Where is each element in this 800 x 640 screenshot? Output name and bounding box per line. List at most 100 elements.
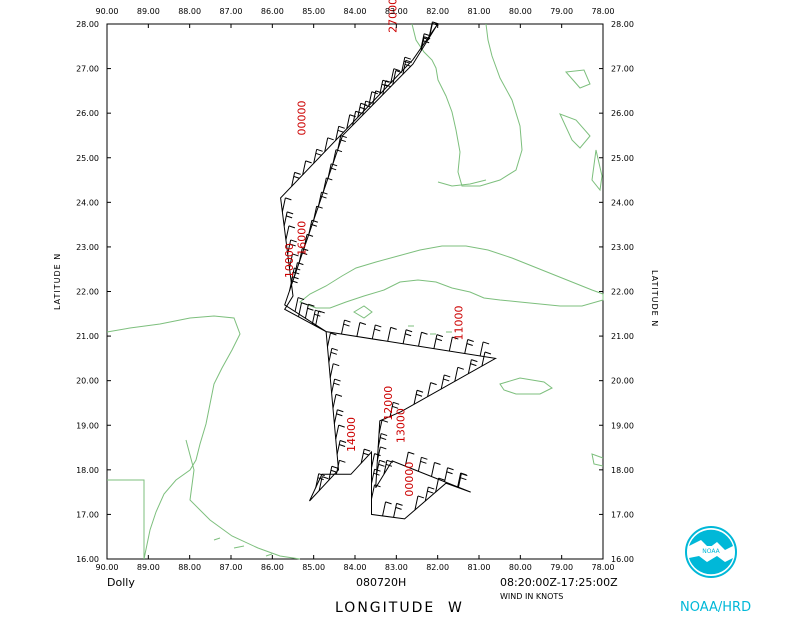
wind-barb xyxy=(372,90,382,105)
longitude-tick-label: 80.00 xyxy=(509,563,532,572)
latitude-tick-label: 20.00 xyxy=(76,377,99,386)
hispaniola-coastline xyxy=(591,453,604,467)
wind-barb xyxy=(285,225,296,241)
longitude-tick-label: 86.00 xyxy=(261,7,284,16)
florida-coastline xyxy=(411,23,523,187)
wind-barb xyxy=(298,302,308,317)
wind-barb xyxy=(420,36,431,51)
wind-barb xyxy=(313,205,323,221)
latitude-tick-label: 20.00 xyxy=(611,377,634,386)
wind-barb xyxy=(368,91,378,106)
bahamas-coastline xyxy=(564,69,591,89)
wind-barb xyxy=(383,459,394,475)
wind-barb xyxy=(382,501,392,517)
flight-track-line xyxy=(280,23,497,520)
wind-barb xyxy=(337,135,347,150)
wind-barb xyxy=(457,473,468,488)
time-range: 08:20:00Z-17:25:00Z xyxy=(500,576,618,589)
wind-barb xyxy=(376,459,386,475)
isle-of-youth-coastline xyxy=(353,305,373,319)
wind-barb xyxy=(424,486,435,502)
wind-barb xyxy=(308,219,319,235)
coastline-layer xyxy=(106,23,604,560)
altitude-label: 13000 xyxy=(395,408,408,443)
x-axis-title: LONGITUDE xyxy=(335,600,435,616)
longitude-tick-label: 82.00 xyxy=(426,7,449,16)
latitude-tick-label: 17.00 xyxy=(76,510,99,519)
latitude-tick-label: 23.00 xyxy=(76,243,99,252)
wind-barb xyxy=(402,329,413,344)
longitude-tick-label: 87.00 xyxy=(220,563,243,572)
latitude-tick-label: 28.00 xyxy=(611,20,634,29)
wind-barb xyxy=(360,448,371,464)
latitude-tick-label: 24.00 xyxy=(611,198,634,207)
right-latitude-ticks: 16.00 17.00 18.00 19.00 20.00 21.00 22.00 23.00… xyxy=(599,20,634,564)
flight-track-layer xyxy=(280,21,497,520)
wind-barb xyxy=(371,453,381,468)
wind-barb xyxy=(322,177,333,193)
wind-barb xyxy=(377,433,388,448)
wind-barb xyxy=(404,451,415,467)
latitude-tick-label: 16.00 xyxy=(76,555,99,564)
wind-barb xyxy=(389,401,400,417)
wind-barb xyxy=(328,465,338,481)
latitude-tick-label: 18.00 xyxy=(611,466,634,475)
wind-barb xyxy=(304,303,315,319)
longitude-tick-label: 81.00 xyxy=(468,563,491,572)
wind-barb xyxy=(315,310,325,326)
longitude-tick-label: 89.00 xyxy=(137,7,160,16)
honduras-islands xyxy=(213,537,273,557)
wind-barb xyxy=(328,347,338,363)
wind-barb xyxy=(303,233,314,249)
altitude-label: 10000 xyxy=(283,243,296,278)
wind-barb xyxy=(390,68,400,83)
bottom-longitude-ticks: 90.00 89.00 88.00 87.00 86.00 85.00 84.00 83.00… xyxy=(96,555,614,572)
latitude-tick-label: 28.00 xyxy=(76,20,99,29)
bahamas-coastline-3 xyxy=(591,149,603,192)
wind-barb xyxy=(393,502,403,518)
longitude-tick-label: 85.00 xyxy=(302,563,325,572)
latitude-tick-label: 25.00 xyxy=(611,154,634,163)
wind-barb xyxy=(289,276,299,291)
wind-barb xyxy=(479,341,490,357)
longitude-tick-label: 79.00 xyxy=(550,563,573,572)
longitude-tick-label: 84.00 xyxy=(344,563,367,572)
yucatan-coastline xyxy=(106,315,241,560)
wind-barb xyxy=(313,148,323,164)
wind-barb xyxy=(324,137,334,152)
latitude-tick-label: 19.00 xyxy=(76,421,99,430)
wind-barb xyxy=(281,197,292,212)
altitude-label: 27000 xyxy=(386,0,399,33)
latitude-tick-label: 16.00 xyxy=(611,555,634,564)
wind-barb xyxy=(335,125,345,141)
wind-barb xyxy=(448,336,459,352)
latitude-tick-label: 21.00 xyxy=(611,332,634,341)
latitude-tick-label: 24.00 xyxy=(76,198,99,207)
longitude-tick-label: 82.00 xyxy=(426,563,449,572)
wind-barb xyxy=(371,484,381,499)
x-axis-title-suffix: W xyxy=(448,600,464,616)
belize-border xyxy=(107,479,145,559)
y-axis-title-left: LATITUDE N xyxy=(53,253,62,310)
wind-barb xyxy=(287,239,297,255)
wind-barb xyxy=(327,163,338,178)
wind-barb xyxy=(433,334,444,349)
cuba-coastline xyxy=(299,245,604,309)
latitude-tick-label: 21.00 xyxy=(76,332,99,341)
wind-barb xyxy=(336,440,347,455)
wind-barb xyxy=(454,366,464,382)
bahamas-coastline-2 xyxy=(559,113,591,149)
wind-barb xyxy=(283,211,294,227)
altitude-label: 12000 xyxy=(382,386,395,421)
wind-barb xyxy=(371,324,382,340)
florida-keys-coastline xyxy=(437,179,487,187)
latitude-tick-label: 27.00 xyxy=(611,65,634,74)
wind-barb xyxy=(430,462,441,477)
top-longitude-ticks: 90.00 89.00 88.00 87.00 86.00 85.00 84.00 83.00… xyxy=(96,7,614,28)
longitude-tick-label: 90.00 xyxy=(96,7,119,16)
wind-barb xyxy=(427,382,437,397)
latitude-tick-label: 22.00 xyxy=(76,288,99,297)
wind-barb xyxy=(294,297,305,312)
